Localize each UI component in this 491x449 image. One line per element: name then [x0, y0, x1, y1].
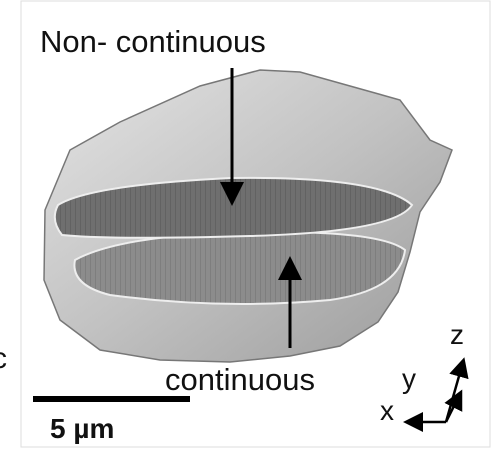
axis-y-label: y	[402, 363, 416, 394]
panel-letter: c	[0, 342, 7, 375]
scale-label: 5 µm	[50, 413, 114, 444]
label-bottom: continuous	[165, 362, 315, 397]
figure: Non- continuous continuous c 5 µm z y x	[0, 0, 491, 449]
continuous-boundary	[74, 232, 405, 304]
axis-x-label: x	[380, 395, 394, 426]
label-top: Non- continuous	[40, 24, 266, 59]
axis-z-label: z	[450, 319, 464, 350]
